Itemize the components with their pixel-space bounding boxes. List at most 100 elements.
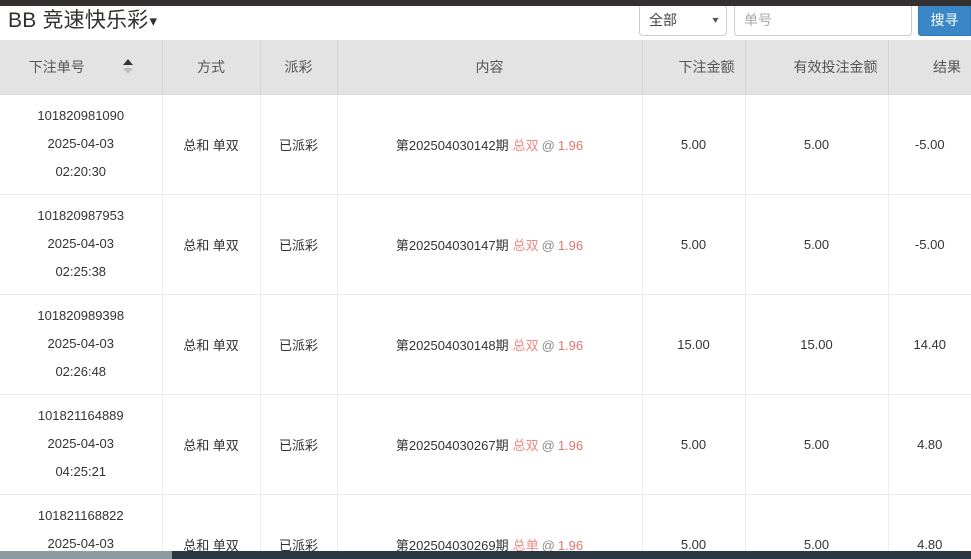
column-label-valid-bet-amount: 有效投注金额 [793,58,878,75]
content-issue: 第202504030142期 [395,137,509,153]
column-header-content[interactable]: 内容 [337,40,643,95]
order-date: 2025-04-03 [47,136,115,151]
cell-bet-amount: 5.00 [642,494,746,552]
table-row[interactable]: 101821164889 2025-04-03 04:25:21 总和 单双 已派彩 第2… [0,394,971,495]
column-header-bet-amount[interactable]: 下注金额 [642,40,746,95]
cell-payout: 已派彩 [260,394,338,495]
sort-asc-icon [122,59,133,66]
sort-arrows-icon[interactable] [122,59,133,75]
content-odds: 1.96 [557,237,584,253]
cell-method: 总和 单双 [162,94,261,195]
cell-payout: 已派彩 [260,494,338,552]
cell-payout: 已派彩 [260,94,338,195]
top-navbar-sliver [0,0,971,6]
content-issue: 第202504030147期 [395,237,509,253]
cell-bet-amount: 5.00 [642,94,746,195]
header-controls: 全部 ▾ 搜寻 [639,4,971,36]
column-header-valid-bet-amount[interactable]: 有效投注金额 [745,40,889,95]
column-label-method: 方式 [197,58,225,75]
order-number-input[interactable] [734,4,912,36]
table-body: 101820981090 2025-04-03 02:20:30 总和 单双 已派彩 第2… [0,94,971,552]
column-label-result: 结果 [933,58,961,75]
cell-content: 第202504030147期 总双 @1.96 [337,194,643,295]
cell-bet-amount: 5.00 [642,194,746,295]
content-at-symbol: @ [541,537,555,553]
content-play: 总双 [512,437,539,453]
cell-bet-amount: 15.00 [642,294,746,395]
type-filter-selected-value: 全部 [649,12,677,28]
order-date: 2025-04-03 [47,536,115,551]
content-play: 总双 [512,237,539,253]
cell-valid-bet-amount: 5.00 [745,94,889,195]
column-header-result[interactable]: 结果 [888,40,971,95]
content-issue: 第202504030148期 [395,337,509,353]
type-filter-select[interactable]: 全部 ▾ [639,4,727,36]
content-at-symbol: @ [541,137,555,153]
order-order-no: 101821168822 [37,508,124,523]
cell-valid-bet-amount: 5.00 [745,494,889,552]
content-odds: 1.96 [557,537,584,553]
table-row[interactable]: 101820981090 2025-04-03 02:20:30 总和 单双 已派彩 第2… [0,94,971,195]
content-odds: 1.96 [557,337,584,353]
cell-payout: 已派彩 [260,294,338,395]
content-play: 总双 [512,337,539,353]
content-play: 总双 [512,137,539,153]
cell-method: 总和 单双 [162,294,261,395]
cell-result: 14.40 [888,294,971,395]
page-title: BB 竞速快乐彩 [8,8,149,32]
horizontal-scrollbar-thumb[interactable] [0,551,172,559]
order-order-no: 101820989398 [37,308,125,323]
table-row[interactable]: 101820987953 2025-04-03 02:25:38 总和 单双 已派彩 第2… [0,194,971,295]
cell-valid-bet-amount: 15.00 [745,294,889,395]
order-time: 02:26:48 [55,364,107,379]
cell-order-no: 101820987953 2025-04-03 02:25:38 [0,194,163,295]
column-header-payout[interactable]: 派彩 [260,40,338,95]
cell-valid-bet-amount: 5.00 [745,394,889,495]
chevron-down-icon[interactable]: ▾ [149,12,157,30]
order-date: 2025-04-03 [47,336,115,351]
order-time: 04:25:21 [55,464,107,479]
table-header: 下注单号 方式 派彩 [0,40,971,95]
cell-content: 第202504030267期 总双 @1.96 [337,394,643,495]
cell-payout: 已派彩 [260,194,338,295]
content-odds: 1.96 [557,137,584,153]
table-header-row: 下注单号 方式 派彩 [0,40,971,95]
column-header-order-no[interactable]: 下注单号 [0,40,163,95]
cell-order-no: 101821164889 2025-04-03 04:25:21 [0,394,163,495]
cell-result: -5.00 [888,94,971,195]
cell-valid-bet-amount: 5.00 [745,194,889,295]
column-label-bet-amount: 下注金额 [678,58,735,75]
column-label-order-no: 下注单号 [28,58,85,75]
cell-content: 第202504030142期 总双 @1.96 [337,94,643,195]
cell-order-no: 101820981090 2025-04-03 02:20:30 [0,94,163,195]
table-row[interactable]: 101820989398 2025-04-03 02:26:48 总和 单双 已派彩 第2… [0,294,971,395]
order-order-no: 101821164889 [37,408,124,423]
page-title-block[interactable]: BB 竞速快乐彩 ▾ [0,10,157,31]
content-play: 总单 [512,537,539,553]
cell-method: 总和 单双 [162,494,261,552]
bet-records-table-container: 下注单号 方式 派彩 [0,40,971,552]
order-time: 02:25:38 [55,264,107,279]
column-label-payout: 派彩 [284,58,313,75]
cell-result: 4.80 [888,394,971,495]
content-at-symbol: @ [541,337,555,353]
content-at-symbol: @ [541,237,555,253]
order-order-no: 101820981090 [37,108,125,123]
page-header: BB 竞速快乐彩 ▾ 全部 ▾ 搜寻 [0,0,971,40]
horizontal-scrollbar[interactable] [0,551,971,559]
order-date: 2025-04-03 [47,236,115,251]
cell-result: -5.00 [888,194,971,295]
content-odds: 1.96 [557,437,584,453]
column-header-method[interactable]: 方式 [162,40,261,95]
cell-order-no: 101820989398 2025-04-03 02:26:48 [0,294,163,395]
content-issue: 第202504030267期 [395,437,509,453]
content-at-symbol: @ [541,437,555,453]
sort-desc-icon [122,68,133,75]
cell-bet-amount: 5.00 [642,394,746,495]
cell-content: 第202504030148期 总双 @1.96 [337,294,643,395]
search-button[interactable]: 搜寻 [918,4,971,36]
order-time: 02:20:30 [55,164,107,179]
